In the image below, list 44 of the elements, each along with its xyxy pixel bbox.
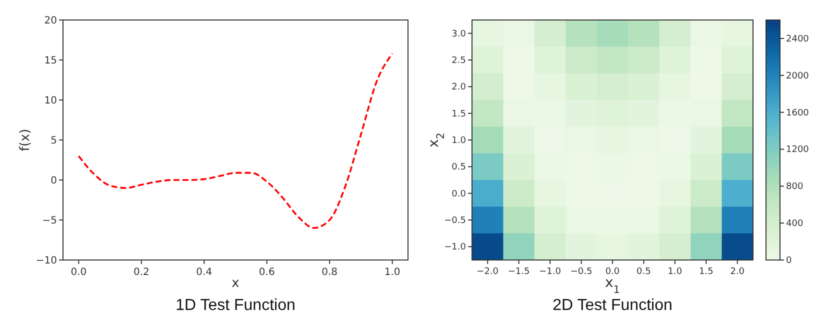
y-tick-label: 3.0 xyxy=(452,29,466,40)
x-tick-label: 0.4 xyxy=(196,267,212,278)
y-tick-label: 0.0 xyxy=(452,189,466,200)
x-tick-label: −0.5 xyxy=(570,267,592,277)
text: 2D Test Function xyxy=(552,297,672,314)
x-tick-label: 0.8 xyxy=(322,267,338,278)
x-axis-title: x$_{1}$ xyxy=(605,275,620,296)
color-bar-label: 800 xyxy=(786,182,804,192)
color-bar-label: 400 xyxy=(786,219,804,230)
y-tick-label: −5 xyxy=(42,216,57,226)
y-tick-label: 2.5 xyxy=(452,56,466,66)
y-tick-label: 5 xyxy=(50,136,57,146)
x-tick-label: −2.0 xyxy=(476,267,499,277)
color-bar-label: 2400 xyxy=(786,34,810,44)
y-tick-label: 1.5 xyxy=(452,109,466,120)
x-tick-label: 0.5 xyxy=(636,267,651,277)
y-tick-label: 2.0 xyxy=(452,82,466,93)
x-axis-title: x xyxy=(232,276,240,291)
y-axis-title: f(x) xyxy=(18,128,33,152)
y-tick-label: 15 xyxy=(44,56,57,66)
y-tick-label: 10 xyxy=(44,96,57,106)
y-tick-label: 0.5 xyxy=(452,162,466,173)
x-tick-label: 1.5 xyxy=(699,267,714,277)
y-tick-label: −10 xyxy=(36,256,57,266)
text: 1D Test Function xyxy=(176,297,296,314)
color-bar-label: 2000 xyxy=(786,71,810,82)
x-tick-label: 0.0 xyxy=(70,267,87,278)
color-bar-label: 0 xyxy=(786,256,792,266)
x-tick-label: 1.0 xyxy=(384,267,400,278)
y-tick-label: 20 xyxy=(44,16,57,26)
line-series xyxy=(78,52,394,229)
x-tick-label: 0.6 xyxy=(258,267,275,278)
y-tick-label: 1.0 xyxy=(452,136,466,146)
x-tick-label: 1.0 xyxy=(668,267,682,277)
x-tick-label: 2.0 xyxy=(730,267,745,277)
y-tick-label: −0.5 xyxy=(444,216,466,226)
x-tick-label: −1.5 xyxy=(508,267,530,277)
x-tick-label: 0.2 xyxy=(133,267,150,278)
x-tick-label: 0.0 xyxy=(605,267,620,277)
x-tick-label: −1.0 xyxy=(539,267,562,277)
y-tick-label: 0 xyxy=(50,176,57,186)
y-tick-label: −1.0 xyxy=(444,242,466,253)
color-bar-label: 1200 xyxy=(786,145,810,156)
color-bar-label: 1600 xyxy=(786,108,810,118)
